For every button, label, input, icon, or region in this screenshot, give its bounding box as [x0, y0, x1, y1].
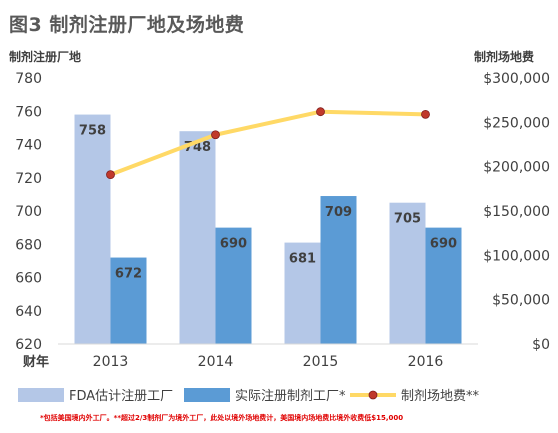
y-tick-label-right: $150,000: [483, 204, 550, 220]
legend-label: 实际注册制剂工厂*: [235, 389, 346, 404]
bar-data-label: 709: [325, 205, 352, 220]
y-tick-label-right: $200,000: [483, 160, 550, 176]
footnote: *包括美国境内外工厂。**超过2/3制剂厂为境外工厂，此处以境外场地费计，美国境…: [40, 414, 404, 422]
y-tick-label-left: 760: [15, 104, 42, 120]
y-tick-label-right: $300,000: [483, 71, 550, 87]
bar-data-label: 758: [79, 124, 106, 139]
legend-swatch: [18, 388, 64, 402]
bar-actual-registered: [215, 227, 252, 344]
y-tick-label-left: 640: [15, 304, 42, 320]
x-axis-prefix: 财年: [23, 354, 49, 370]
fee-marker: [316, 107, 325, 117]
chart-title: 图3 制剂注册厂地及场地费: [9, 14, 245, 36]
legend-label: FDA估计注册工厂: [69, 389, 173, 404]
fee-marker: [106, 170, 115, 180]
y-tick-label-left: 720: [15, 171, 42, 187]
bar-data-label: 690: [220, 237, 247, 252]
fee-marker: [211, 130, 220, 140]
legend-label: 制剂场地费**: [401, 389, 480, 404]
y-tick-label-left: 740: [15, 138, 42, 154]
bar-actual-registered: [320, 196, 357, 344]
right-axis-title: 制剂场地费: [474, 50, 535, 64]
y-tick-label-left: 700: [15, 204, 42, 220]
bar-actual-registered: [110, 257, 147, 344]
y-tick-label-left: 660: [15, 271, 42, 287]
fee-marker: [421, 109, 430, 119]
x-tick-label: 2013: [93, 354, 129, 370]
y-tick-label-right: $100,000: [483, 248, 550, 264]
bar-fda-estimated: [74, 114, 111, 344]
bar-data-label: 690: [430, 237, 457, 252]
x-tick-label: 2016: [408, 354, 444, 370]
x-tick-label: 2015: [303, 354, 339, 370]
bar-data-label: 705: [394, 212, 421, 227]
bar-data-label: 681: [289, 252, 316, 267]
bar-fda-estimated: [389, 202, 426, 344]
y-tick-label-left: 680: [15, 237, 42, 253]
x-tick-label: 2014: [198, 354, 234, 370]
fee-line: [109, 109, 426, 177]
bar-fda-estimated: [284, 242, 321, 344]
bar-fda-estimated: [179, 131, 216, 344]
left-axis-title: 制剂注册厂地: [9, 50, 82, 64]
y-tick-label-right: $0: [532, 337, 550, 353]
bar-actual-registered: [425, 227, 462, 344]
y-tick-label-right: $250,000: [483, 115, 550, 131]
y-tick-label-right: $50,000: [492, 293, 550, 309]
bar-data-label: 672: [115, 267, 142, 282]
y-tick-label-left: 780: [15, 71, 42, 87]
y-tick-label-left: 620: [15, 337, 42, 353]
legend-marker: [368, 390, 378, 400]
legend-swatch: [184, 388, 230, 402]
